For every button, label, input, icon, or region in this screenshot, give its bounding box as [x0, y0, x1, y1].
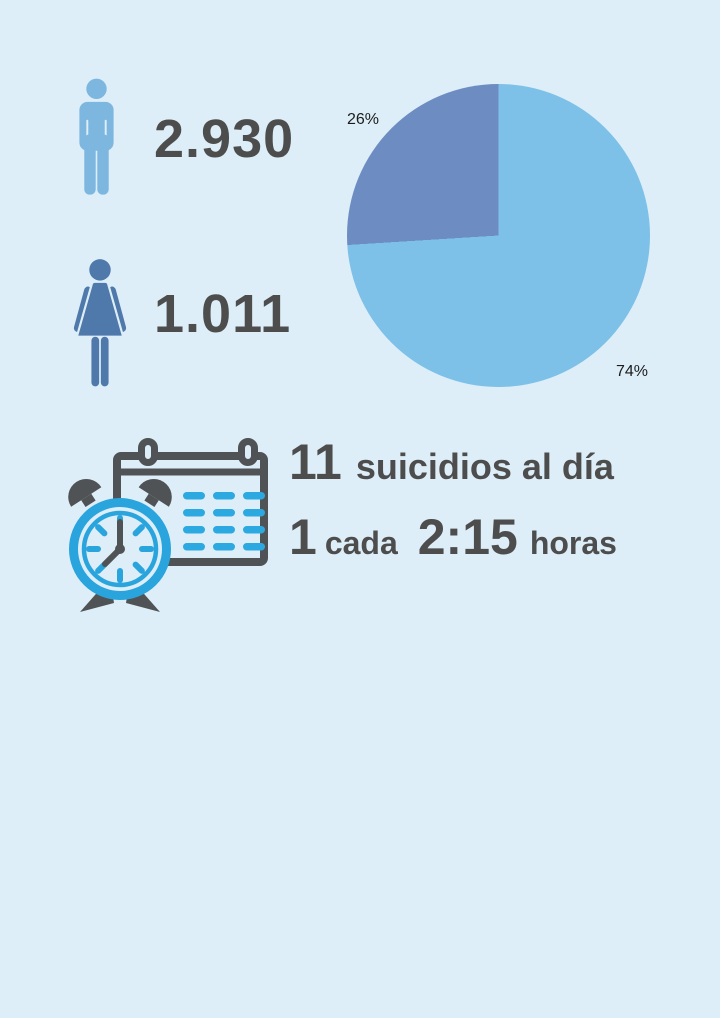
pie-chart [347, 84, 650, 387]
alarm-clock-icon [68, 479, 172, 612]
male-leg [84, 134, 96, 195]
female-head [89, 259, 111, 281]
female-arm [73, 286, 92, 332]
female-arm [108, 286, 127, 332]
calendar-binder-ring [138, 438, 158, 466]
male-leg [97, 134, 109, 195]
suicides-per-day-number: 11 [289, 434, 342, 490]
alarm-clock-calendar-icon [68, 438, 268, 612]
clock-bell-right [138, 479, 172, 507]
suicides-per-day-text: suicidios al día [355, 446, 614, 487]
clock-bell-left [68, 479, 102, 507]
female-leg [91, 336, 100, 387]
frequency-line: 1 cada 2:15 horas [289, 512, 617, 562]
female-pictogram-icon [73, 259, 127, 387]
frequency-horas: horas [529, 525, 617, 561]
male-head [86, 78, 107, 100]
male-pictogram-icon [79, 78, 114, 195]
female-count: 1.011 [154, 284, 292, 344]
calendar-dashes [183, 492, 265, 551]
clock-inner-ring [81, 510, 159, 588]
female-leg [100, 336, 109, 387]
pie-label-26: 26% [347, 111, 380, 128]
frequency-cada: cada [324, 525, 398, 561]
calendar-binder-ring [238, 438, 258, 466]
daily-rate-line: 11 suicidios al día [289, 437, 614, 487]
frequency-one: 1 [289, 509, 317, 565]
clock-center-dot [115, 544, 125, 554]
male-count: 2.930 [154, 109, 295, 169]
frequency-time: 2:15 [417, 509, 518, 565]
calendar-icon [113, 438, 268, 566]
female-dress [75, 280, 125, 338]
pie-label-74: 74% [616, 363, 649, 380]
